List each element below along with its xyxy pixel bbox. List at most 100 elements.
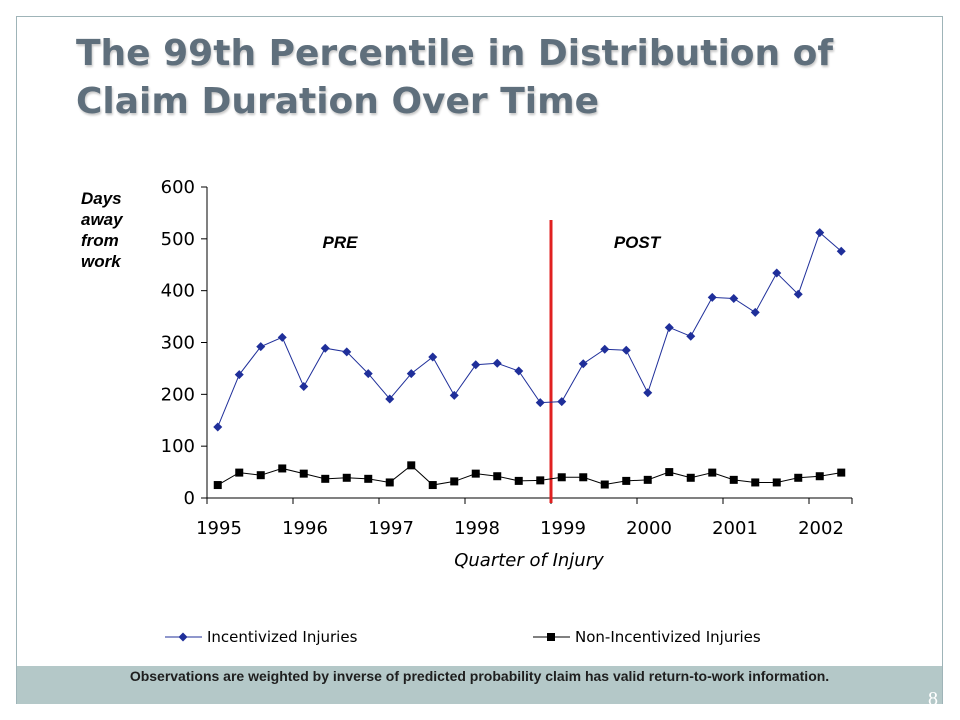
data-point [772, 268, 782, 278]
series-line [217, 231, 842, 428]
data-point [622, 476, 631, 485]
x-tick-label: 2002 [798, 518, 844, 539]
data-point [256, 342, 266, 352]
data-point [729, 475, 738, 484]
data-point [579, 473, 588, 482]
data-point [536, 476, 545, 485]
data-point [557, 397, 567, 407]
data-point [450, 477, 459, 486]
data-point [213, 422, 223, 432]
footnote-bar [17, 666, 942, 704]
data-point [600, 344, 610, 354]
data-point [364, 474, 373, 483]
data-point [471, 360, 481, 370]
x-axis-ticks: 1995 1996 1997 1998 1999 2000 2001 2002 [196, 498, 853, 539]
x-tick-label: 1999 [540, 518, 586, 539]
legend-item-non-incentivized: Non-Incentivized Injuries [533, 628, 761, 646]
x-tick-label: 1995 [196, 518, 242, 539]
y-tick-label: 500 [161, 229, 195, 250]
series-incentivized [213, 228, 846, 432]
data-point [643, 475, 652, 484]
data-point [407, 461, 416, 470]
data-point [213, 481, 222, 490]
series-group [213, 228, 846, 490]
x-tick-label: 1997 [368, 518, 414, 539]
y-tick-label: 200 [161, 384, 195, 405]
x-tick-label: 2000 [626, 518, 672, 539]
data-point [277, 332, 287, 342]
data-point [385, 394, 395, 404]
slide-title: The 99th Percentile in Distribution of C… [76, 33, 834, 122]
data-point [643, 388, 653, 398]
y-tick-label: 600 [161, 177, 195, 198]
data-point [320, 343, 330, 353]
legend-square-marker-icon [547, 633, 555, 641]
data-point [342, 473, 351, 482]
data-point [578, 359, 588, 369]
data-point [363, 369, 373, 379]
data-point [664, 322, 674, 332]
data-point [535, 398, 545, 408]
data-point [793, 289, 803, 299]
x-tick-label: 1996 [282, 518, 328, 539]
data-point [837, 468, 846, 477]
data-point [256, 471, 265, 480]
data-point [772, 478, 781, 487]
data-point [492, 358, 502, 368]
data-point [836, 246, 846, 256]
data-point [299, 469, 308, 478]
data-point [815, 228, 825, 238]
slide-frame [16, 16, 943, 704]
y-axis-title: Days away from work [81, 189, 123, 271]
data-point [815, 472, 824, 481]
data-point [234, 370, 244, 380]
y-tick-label: 100 [161, 436, 195, 457]
y-tick-label: 300 [161, 333, 195, 354]
data-point [750, 307, 760, 317]
x-tick-label: 2001 [712, 518, 758, 539]
x-tick-label: 1998 [454, 518, 500, 539]
data-point [299, 382, 309, 392]
data-point [278, 464, 287, 473]
data-point [600, 480, 609, 489]
page-number: 8 [928, 688, 938, 710]
data-point [493, 472, 502, 481]
legend-label-incentivized: Incentivized Injuries [207, 628, 358, 646]
x-axis-title: Quarter of Injury [454, 550, 604, 571]
data-point [428, 352, 438, 362]
data-point [235, 468, 244, 477]
data-point [729, 293, 739, 303]
data-point [514, 366, 524, 376]
legend-label-non-incentivized: Non-Incentivized Injuries [575, 628, 761, 646]
legend-item-incentivized: Incentivized Injuries [165, 628, 358, 646]
data-point [686, 331, 696, 341]
data-point [471, 469, 480, 478]
data-point [751, 478, 760, 487]
data-point [449, 390, 459, 400]
data-point [621, 345, 631, 355]
data-point [342, 347, 352, 357]
series-line [217, 464, 842, 486]
data-point [794, 473, 803, 482]
data-point [665, 468, 674, 477]
y-axis-ticks: 0 100 200 300 400 500 600 [161, 177, 207, 509]
data-point [385, 478, 394, 487]
data-point [686, 473, 695, 482]
y-tick-label: 400 [161, 281, 195, 302]
y-tick-label: 0 [184, 488, 195, 509]
data-point [708, 468, 717, 477]
legend: Incentivized Injuries Non-Incentivized I… [165, 628, 761, 646]
series-non-incentivized [213, 461, 846, 490]
axes [206, 187, 852, 499]
data-point [514, 476, 523, 485]
data-point [406, 369, 416, 379]
data-point [557, 473, 566, 482]
pre-label: PRE [323, 233, 359, 252]
data-point [321, 474, 330, 483]
footnote: Observations are weighted by inverse of … [129, 668, 830, 684]
legend-diamond-marker-icon [178, 632, 188, 642]
data-point [707, 292, 717, 302]
post-label: POST [614, 233, 662, 252]
data-point [428, 481, 437, 490]
